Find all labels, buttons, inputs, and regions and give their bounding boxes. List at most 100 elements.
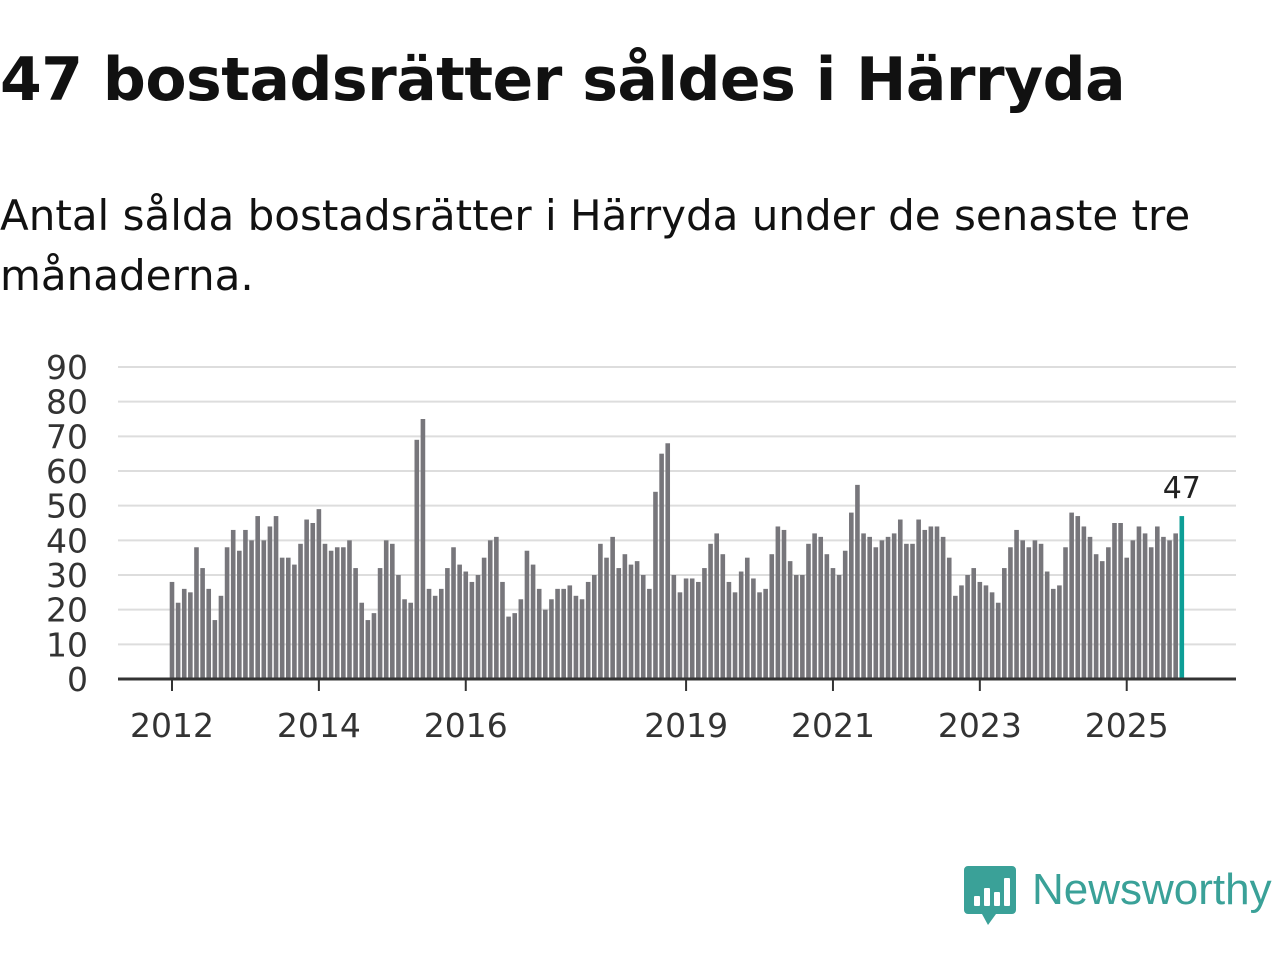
bar: [824, 554, 830, 679]
subtitle: Antal sålda bostadsrätter i Härryda unde…: [0, 191, 1191, 300]
bar: [916, 519, 921, 679]
bar: [255, 516, 260, 679]
bar: [530, 564, 536, 679]
y-tick-label: 20: [46, 591, 88, 630]
bar: [304, 519, 309, 679]
bar: [806, 543, 811, 679]
x-tick-label: 2014: [277, 706, 361, 745]
bar: [408, 602, 413, 679]
bar: [414, 439, 420, 679]
bar: [953, 595, 958, 679]
bar: [1099, 561, 1105, 679]
y-tick-label: 90: [46, 348, 88, 387]
bar: [598, 543, 603, 679]
bar: [365, 620, 371, 679]
bar: [328, 550, 334, 679]
bar: [677, 592, 683, 679]
x-tick-label: 2021: [791, 706, 875, 745]
bar: [341, 547, 346, 679]
bar: [181, 588, 187, 679]
bar: [347, 540, 352, 679]
bar: [1112, 523, 1117, 679]
bar: [1142, 533, 1148, 679]
bar: [738, 571, 744, 679]
bar: [359, 602, 365, 679]
bar: [487, 540, 493, 679]
gridlines: [118, 366, 1236, 646]
bar: [218, 595, 224, 679]
bar: [1026, 547, 1032, 679]
brand-name: Newsworthy: [1032, 865, 1272, 914]
bar: [720, 554, 726, 679]
bar: [928, 526, 934, 679]
bar: [1155, 526, 1160, 679]
bar: [665, 443, 671, 679]
y-tick-label: 0: [67, 660, 88, 699]
bar: [561, 588, 566, 679]
bar: [1002, 568, 1007, 679]
bar: [689, 578, 695, 679]
bar: [653, 491, 658, 679]
bar: [200, 568, 205, 679]
bar: [1118, 523, 1123, 679]
bar: [549, 599, 554, 679]
bar: [696, 581, 701, 679]
bar: [671, 575, 677, 679]
bar: [591, 575, 597, 679]
bar: [438, 588, 444, 679]
bar: [555, 588, 560, 679]
bar: [212, 620, 218, 679]
bar: [1167, 540, 1172, 679]
bar: [628, 564, 634, 679]
bar: [567, 585, 573, 679]
bar: [1014, 529, 1019, 679]
bar: [732, 592, 738, 679]
bar: [812, 533, 817, 679]
bar: [1063, 547, 1068, 679]
bar: [610, 536, 615, 679]
bar: [897, 519, 903, 679]
bar: [261, 540, 267, 679]
bar: [573, 595, 579, 679]
bar: [867, 536, 872, 679]
bar: [494, 536, 499, 679]
bar: [500, 581, 505, 679]
y-tick-label: 10: [46, 625, 88, 664]
bar: [965, 575, 970, 679]
bar: [194, 547, 199, 679]
bar: [855, 484, 860, 679]
bar: [469, 581, 475, 679]
bar: [885, 536, 891, 679]
newsworthy-logo-icon: [964, 866, 1016, 925]
bar: [616, 568, 622, 679]
bar: [175, 602, 181, 679]
bar: [579, 599, 585, 679]
bar: [451, 547, 456, 679]
bar: [830, 568, 836, 679]
bar: [230, 529, 236, 679]
bar: [995, 602, 1001, 679]
bar: [310, 523, 316, 679]
bar: [1081, 526, 1087, 679]
bar: [781, 529, 787, 679]
annotation: 47: [1163, 471, 1201, 506]
bar: [536, 588, 542, 679]
bar: [1173, 533, 1178, 679]
bar: [757, 592, 762, 679]
bar: [1008, 547, 1013, 679]
bar: [371, 613, 377, 679]
bar: [702, 568, 707, 679]
bar: [426, 588, 432, 679]
bar: [285, 557, 291, 679]
bar: [634, 561, 640, 679]
bar: [726, 581, 732, 679]
x-tick-label: 2016: [424, 706, 508, 745]
x-tick-label: 2012: [130, 706, 214, 745]
bar: [1050, 588, 1056, 679]
bar: [659, 453, 664, 679]
x-tick-label: 2025: [1085, 706, 1169, 745]
bar: [292, 564, 297, 679]
bar: [1148, 547, 1154, 679]
